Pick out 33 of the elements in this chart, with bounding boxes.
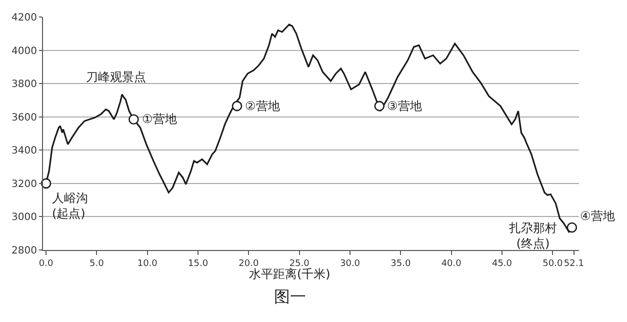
x-tick-label: 20.0 (238, 258, 259, 269)
annotation: 刀峰观景点 (86, 70, 146, 84)
y-tick-label: 4200 (12, 12, 37, 24)
point (374, 100, 385, 112)
annotation: ①营地 (142, 112, 177, 126)
y-tick-label: 3600 (12, 112, 37, 124)
x-tick-label: 50.0 (542, 258, 563, 269)
y-tick-label: 3200 (12, 178, 37, 190)
x-tick-label: 25.0 (289, 258, 310, 269)
y-tick-label: 3800 (12, 79, 37, 90)
x-tick-label: 45.0 (492, 258, 512, 269)
point (566, 222, 578, 233)
x-tick-label: 40.0 (441, 258, 462, 269)
text: 图一 (274, 287, 306, 306)
annotation: 人峪沟 (起点) (52, 191, 88, 221)
point (232, 100, 242, 112)
y-tick-label: 2800 (12, 246, 37, 256)
x-tick-label: 15.0 (188, 258, 208, 269)
x-axis-title: 水平距离(千米) (249, 267, 330, 281)
y-tick-label: 3000 (12, 212, 37, 224)
y-tick-label: 3400 (12, 146, 37, 157)
x-tick-label: 5.0 (90, 258, 104, 269)
annotation: ③营地 (387, 99, 422, 113)
annotation: 扎尕那村 (终点) (509, 221, 557, 251)
x-tick-label: 35.0 (390, 258, 411, 269)
point (128, 114, 139, 124)
x-tick-label: 52.1 (564, 258, 584, 269)
x-tick-label: 30.0 (340, 258, 360, 269)
annotation: ④营地 (580, 209, 615, 223)
y-tick-label: 4000 (12, 46, 37, 57)
annotation: ②营地 (245, 99, 280, 113)
x-tick-label: 10.0 (137, 258, 158, 269)
x-tick-label: 0.0 (38, 258, 54, 269)
